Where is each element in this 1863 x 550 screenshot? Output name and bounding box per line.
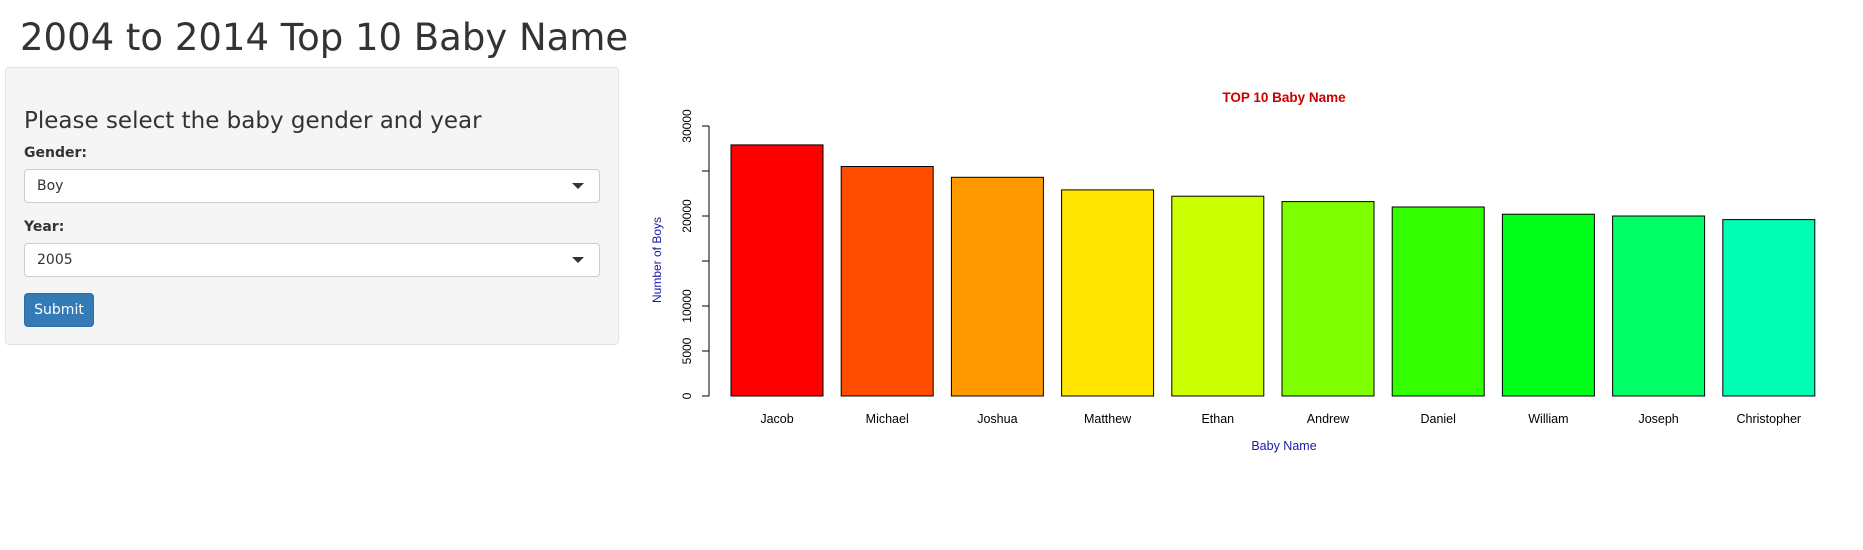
- bar-michael: [840, 166, 934, 397]
- x-tick-label: William: [1528, 412, 1568, 426]
- bar-christopher: [1722, 219, 1816, 397]
- gender-select[interactable]: Boy: [24, 169, 600, 203]
- x-tick-label: Andrew: [1307, 412, 1350, 426]
- x-tick-label: Michael: [866, 412, 909, 426]
- bars: [730, 144, 1816, 397]
- panel-heading: Please select the baby gender and year: [24, 108, 482, 134]
- x-tick-label: Jacob: [760, 412, 793, 426]
- year-label: Year:: [24, 219, 65, 235]
- bar-joseph: [1612, 215, 1706, 397]
- bar-matthew: [1061, 189, 1155, 397]
- chevron-down-icon: [572, 257, 584, 263]
- y-tick-label: 10000: [680, 289, 694, 323]
- year-select-value: 2005: [37, 252, 73, 268]
- y-axis-title: Number of Boys: [650, 217, 664, 303]
- bar-joshua: [950, 176, 1044, 397]
- x-tick-label: Daniel: [1420, 412, 1455, 426]
- bar-andrew: [1281, 201, 1375, 397]
- page-title: 2004 to 2014 Top 10 Baby Name: [20, 16, 629, 59]
- x-axis-title: Baby Name: [1251, 439, 1316, 453]
- gender-select-value: Boy: [37, 178, 64, 194]
- submit-button[interactable]: Submit: [24, 293, 94, 327]
- bar-ethan: [1171, 195, 1265, 397]
- chevron-down-icon: [572, 183, 584, 189]
- chart-title: TOP 10 Baby Name: [1222, 90, 1346, 105]
- x-tick-label: Ethan: [1201, 412, 1234, 426]
- x-tick-label: Christopher: [1736, 412, 1801, 426]
- bar-william: [1501, 213, 1595, 397]
- x-tick-label: Matthew: [1084, 412, 1132, 426]
- y-tick-label: 20000: [680, 199, 694, 233]
- y-tick-label: 0: [680, 392, 694, 399]
- x-tick-label: Joshua: [977, 412, 1017, 426]
- bar-chart: TOP 10 Baby Name Baby Name Number of Boy…: [650, 90, 1816, 453]
- y-tick-label: 5000: [680, 337, 694, 364]
- gender-label: Gender:: [24, 145, 87, 161]
- y-tick-label: 30000: [680, 109, 694, 143]
- x-tick-label: Joseph: [1638, 412, 1678, 426]
- y-axis: 0 5000 10000 20000 30000: [680, 109, 709, 399]
- year-select[interactable]: 2005: [24, 243, 600, 277]
- x-axis-tick-labels: Jacob Michael Joshua Matthew Ethan Andrew Dani…: [760, 412, 1801, 426]
- input-panel: Please select the baby gender and year G…: [5, 67, 619, 345]
- bar-daniel: [1391, 206, 1485, 397]
- bar-jacob: [730, 144, 824, 397]
